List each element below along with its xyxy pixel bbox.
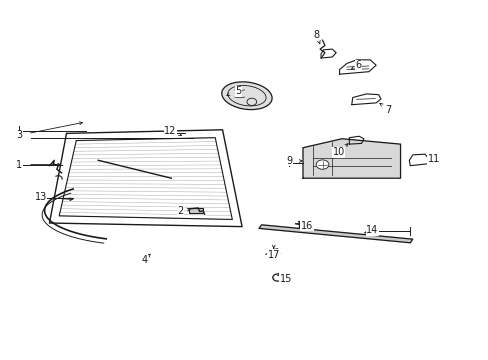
Polygon shape [303, 139, 400, 178]
Text: 3: 3 [16, 130, 22, 140]
Text: 11: 11 [427, 154, 439, 164]
Text: 17: 17 [267, 249, 279, 260]
Circle shape [316, 160, 328, 169]
Text: 5: 5 [235, 86, 241, 96]
Ellipse shape [222, 82, 271, 109]
Polygon shape [259, 225, 412, 243]
Text: 1: 1 [16, 159, 22, 170]
Text: 16: 16 [300, 221, 312, 231]
Text: 6: 6 [354, 60, 361, 70]
Text: 7: 7 [385, 105, 391, 115]
Text: 14: 14 [366, 225, 378, 235]
Text: 12: 12 [164, 126, 176, 135]
FancyBboxPatch shape [188, 208, 202, 213]
Text: 2: 2 [177, 206, 183, 216]
Text: 8: 8 [313, 30, 319, 40]
Text: 9: 9 [285, 156, 292, 166]
Text: 13: 13 [35, 192, 47, 202]
Text: 15: 15 [279, 274, 291, 284]
Text: 4: 4 [141, 255, 147, 265]
Text: 10: 10 [332, 147, 344, 157]
